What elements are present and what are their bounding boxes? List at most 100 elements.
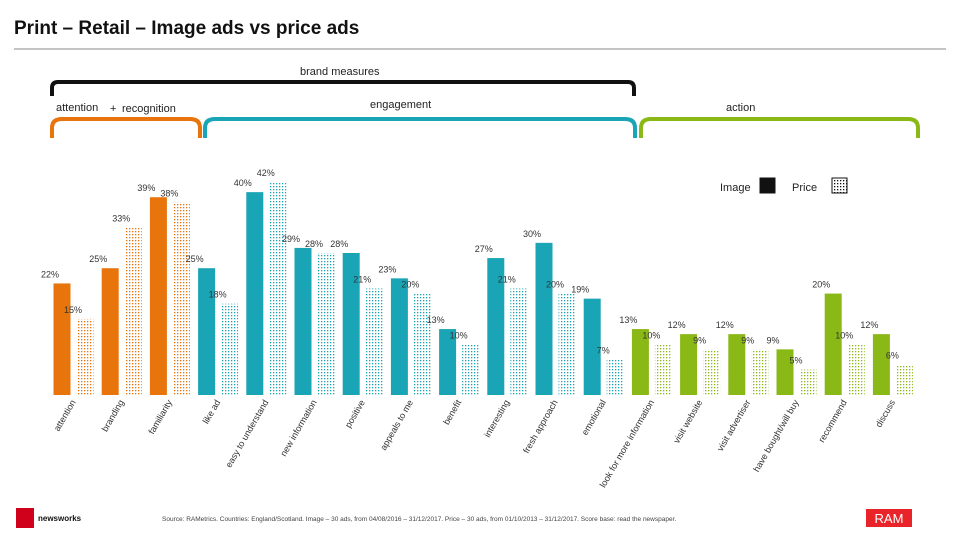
- value-label: 13%: [427, 315, 445, 325]
- x-tick-label: look for more information: [598, 398, 656, 489]
- bar: [510, 288, 528, 395]
- x-tick-label: emotional: [580, 398, 608, 437]
- value-label: 9%: [741, 335, 754, 345]
- bar: [101, 268, 119, 395]
- bar: [535, 242, 553, 395]
- bar: [680, 334, 698, 395]
- value-label: 22%: [41, 269, 59, 279]
- logo-mark: [866, 509, 912, 527]
- bar: [317, 253, 335, 395]
- value-label: 28%: [330, 239, 348, 249]
- x-tick-label: recommend: [817, 398, 849, 444]
- x-tick-label: have bought/will buy: [751, 398, 801, 474]
- value-label: 15%: [64, 305, 82, 315]
- x-tick-label: visit advertiser: [715, 398, 752, 453]
- bar: [365, 288, 383, 395]
- x-tick-label: new information: [278, 398, 318, 458]
- x-tick-label: visit website: [671, 398, 704, 445]
- x-tick-label: branding: [100, 398, 126, 433]
- legend-label: Price: [792, 182, 817, 194]
- legend-swatch: [759, 177, 776, 194]
- value-label: 21%: [498, 275, 516, 285]
- bar: [76, 318, 94, 395]
- annotation: recognition: [122, 103, 176, 115]
- logo: RAM: [875, 511, 904, 526]
- bar: [124, 227, 142, 395]
- x-tick-label: attention: [52, 398, 78, 433]
- value-label: 20%: [812, 280, 830, 290]
- x-tick-label: discuss: [873, 398, 897, 429]
- bar: [462, 344, 480, 395]
- legend-label: Image: [720, 182, 751, 194]
- bar: [149, 197, 167, 395]
- legend-swatch: [831, 177, 848, 194]
- bar: [847, 344, 865, 395]
- bar: [751, 349, 769, 395]
- bar: [606, 359, 624, 395]
- value-label: 18%: [209, 290, 227, 300]
- value-label: 13%: [619, 315, 637, 325]
- annotation: attention: [56, 102, 98, 114]
- bar: [872, 334, 890, 395]
- value-label: 12%: [860, 320, 878, 330]
- bar: [558, 293, 576, 395]
- value-label: 19%: [571, 285, 589, 295]
- annotation: engagement: [370, 99, 431, 111]
- bar: [824, 293, 842, 395]
- value-label: 10%: [642, 330, 660, 340]
- bar: [776, 349, 794, 395]
- value-label: 9%: [693, 335, 706, 345]
- value-label: 27%: [475, 244, 493, 254]
- bar: [198, 268, 216, 395]
- value-label: 10%: [450, 330, 468, 340]
- bar: [53, 283, 71, 395]
- value-label: 20%: [546, 280, 564, 290]
- bar: [799, 369, 817, 395]
- value-label: 28%: [305, 239, 323, 249]
- value-label: 5%: [789, 356, 802, 366]
- x-tick-label: fresh approach: [521, 398, 560, 455]
- value-label: 12%: [668, 320, 686, 330]
- bar: [221, 303, 239, 395]
- x-tick-label: easy to understand: [224, 398, 271, 469]
- bar: [390, 278, 408, 395]
- chart-title: Print – Retail – Image ads vs price ads: [14, 18, 359, 39]
- bar: [895, 364, 913, 395]
- x-tick-label: positive: [343, 398, 367, 429]
- value-label: 40%: [234, 178, 252, 188]
- bar: [654, 344, 672, 395]
- value-label: 38%: [160, 188, 178, 198]
- x-tick-label: interesting: [482, 398, 511, 439]
- source: Source: RAMetrics. Countries: England/Sc…: [162, 516, 676, 523]
- bar: [413, 293, 431, 395]
- bar: [583, 298, 601, 395]
- value-label: 30%: [523, 229, 541, 239]
- bracket-brand: [50, 80, 636, 96]
- annotation: brand measures: [300, 66, 380, 78]
- value-label: 9%: [766, 335, 779, 345]
- bar: [172, 202, 190, 395]
- value-label: 7%: [597, 346, 610, 356]
- value-label: 12%: [716, 320, 734, 330]
- x-tick-label: benefit: [441, 398, 463, 427]
- value-label: 23%: [378, 264, 396, 274]
- value-label: 25%: [89, 254, 107, 264]
- value-label: 6%: [886, 351, 899, 361]
- bar: [269, 182, 287, 395]
- bar: [728, 334, 746, 395]
- value-label: 29%: [282, 234, 300, 244]
- value-label: 42%: [257, 168, 275, 178]
- value-label: 20%: [401, 280, 419, 290]
- bar: [631, 329, 649, 395]
- bracket-action: [639, 117, 920, 138]
- annotation: +: [110, 103, 116, 115]
- x-tick-label: familiarity: [146, 398, 174, 436]
- bar: [487, 258, 505, 395]
- x-tick-label: appeals to me: [378, 398, 415, 452]
- value-label: 25%: [186, 254, 204, 264]
- bar: [342, 253, 360, 395]
- logo: newsworks: [38, 514, 82, 523]
- bar: [294, 247, 312, 395]
- value-label: 21%: [353, 275, 371, 285]
- bracket-attention: [50, 117, 202, 138]
